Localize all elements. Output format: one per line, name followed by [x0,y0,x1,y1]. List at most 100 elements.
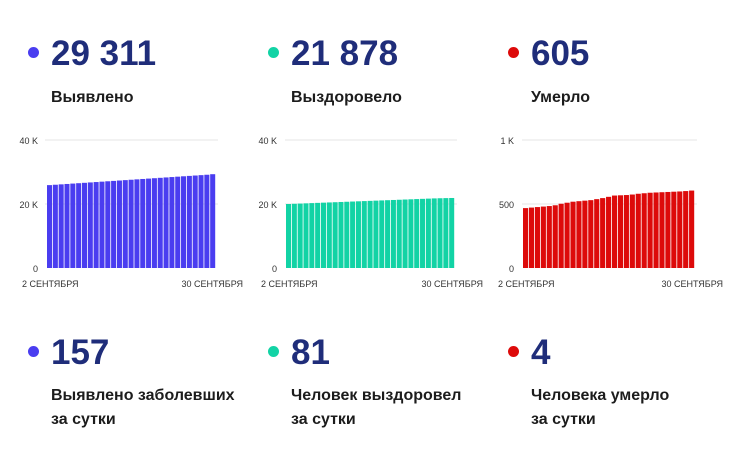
bar [396,199,402,268]
detected-dot-icon [28,47,39,58]
bar [204,174,210,268]
bar [315,202,321,268]
recovered-total-label: Выздоровело [291,89,402,106]
bar [629,194,635,268]
bar [414,199,420,268]
deaths-dot-icon [508,47,519,58]
bar [558,203,564,268]
deaths-daily-dot-icon [508,346,519,357]
x-start-label: 2 СЕНТЯБРЯ [261,279,318,289]
recovered-daily-dot-icon [268,346,279,357]
bar [564,202,570,268]
y-tick-label: 500 [499,200,514,210]
bar [523,208,529,268]
bar [105,181,111,268]
bar [192,175,198,268]
y-tick-label: 1 K [500,136,514,146]
bar [546,206,552,268]
bar [297,203,303,268]
detected-total-label: Выявлено [51,89,134,106]
bar [647,192,653,268]
bar [116,180,122,268]
recovered-daily-label-line2: за сутки [291,411,356,428]
bar [140,178,146,268]
bar [111,180,117,268]
bar [373,200,379,268]
deaths-daily-label-line1: Человека умерло [531,387,670,404]
bar [163,177,169,268]
deaths-daily-value: 4 [531,333,551,372]
detected-daily-label-line1: Выявлено заболевших [51,387,235,404]
bar [606,196,612,268]
bar [390,199,396,268]
bars-deaths [523,190,695,268]
bar [87,182,93,268]
bar [528,207,535,268]
bar [291,203,297,268]
bar [134,179,140,268]
bar [576,201,582,268]
deaths-daily-label-line2: за сутки [531,411,596,428]
y-tick-label: 0 [509,264,514,274]
bar [431,198,437,268]
bar [320,202,326,268]
y-tick-label: 20 K [258,200,277,210]
bar [99,181,105,268]
bar [151,178,157,268]
bar [47,185,53,268]
bar [385,200,391,268]
bar [338,201,344,268]
bar [198,175,204,268]
bar [76,183,82,268]
bar [635,193,641,268]
bar [540,206,546,268]
bar [611,195,618,268]
bar [408,199,414,268]
bar [367,200,373,268]
chart-deaths: 1 K 500 0 2 СЕНТЯБРЯ 30 СЕНТЯБРЯ [498,136,723,289]
y-tick-label: 40 K [19,136,38,146]
detected-daily-dot-icon [28,346,39,357]
recovered-daily-label-line1: Человек выздоровел [291,387,462,404]
detected-daily-value: 157 [51,333,110,372]
x-start-label: 2 СЕНТЯБРЯ [22,279,79,289]
bar [449,197,455,268]
bar [355,201,361,268]
bar [52,184,58,268]
bar [58,184,64,268]
bar [309,203,315,268]
bar [420,198,426,268]
bar [175,176,181,268]
y-tick-label: 0 [33,264,38,274]
bar [157,177,163,268]
bar [402,199,408,268]
y-tick-label: 0 [272,264,277,274]
bar [350,201,356,268]
bar [659,192,665,268]
bars-detected [47,174,216,268]
bar [594,199,600,268]
detected-daily-label-line2: за сутки [51,411,116,428]
bar [671,191,677,268]
y-tick-label: 20 K [19,200,38,210]
bar [600,198,606,268]
chart-detected: 40 K 20 K 0 2 СЕНТЯБРЯ 30 СЕНТЯБРЯ [19,136,243,289]
bar [379,200,385,268]
chart-recovered: 40 K 20 K 0 2 СЕНТЯБРЯ 30 СЕНТЯБРЯ [258,136,483,289]
x-start-label: 2 СЕНТЯБРЯ [498,279,555,289]
deaths-total-label: Умерло [531,89,590,106]
bar [122,180,128,268]
bar [286,204,292,268]
bar [588,200,594,268]
bar [641,193,647,268]
deaths-total-value: 605 [531,34,590,73]
bar [169,177,175,268]
bar [683,191,689,268]
bar [146,178,152,268]
x-end-label: 30 СЕНТЯБРЯ [181,279,243,289]
bar [344,201,350,268]
bar [181,176,187,268]
bar [64,183,70,268]
bars-recovered [286,197,455,268]
